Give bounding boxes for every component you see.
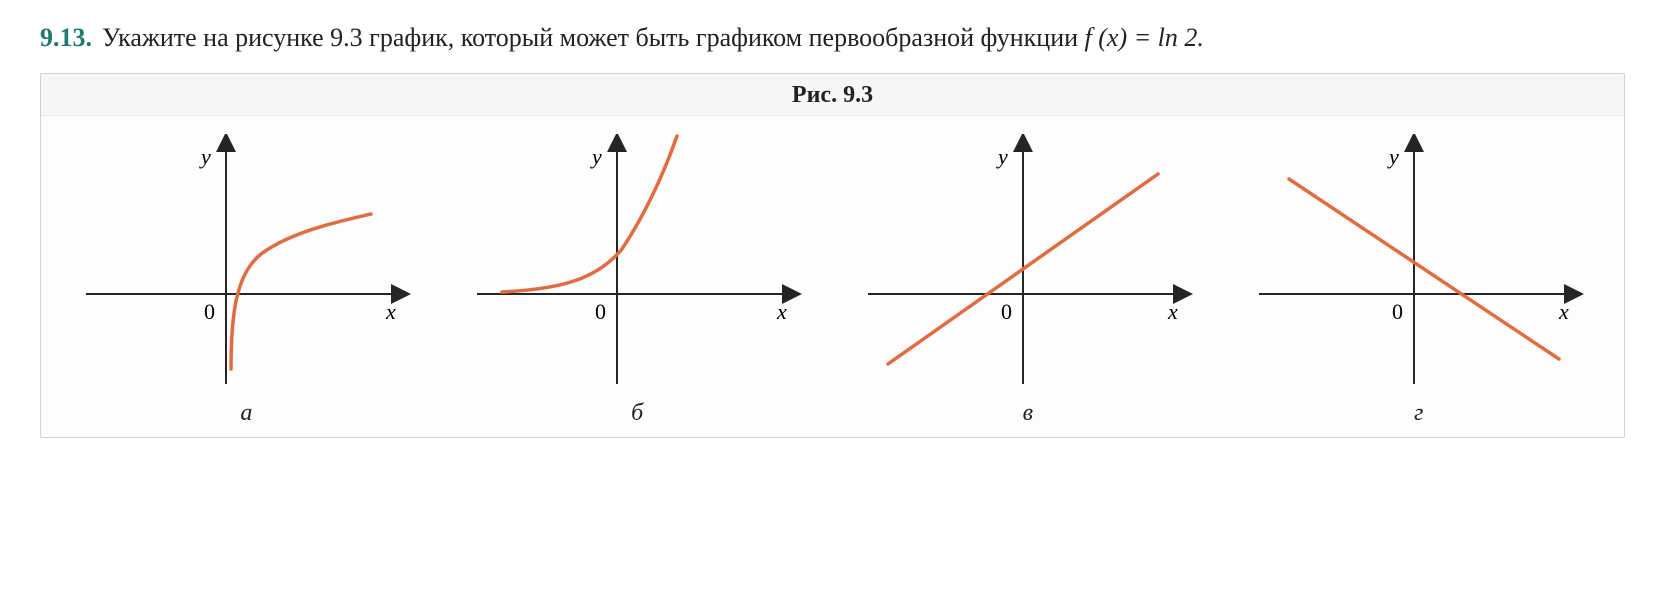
chart-v: y x 0 bbox=[858, 134, 1198, 394]
figure-title: Рис. 9.3 bbox=[41, 74, 1624, 116]
x-axis-label: x bbox=[1558, 299, 1569, 324]
origin-label: 0 bbox=[1392, 299, 1403, 324]
y-axis-label: y bbox=[1387, 144, 1399, 169]
chart-a: y x 0 bbox=[76, 134, 416, 394]
panel-g-label: г bbox=[1414, 400, 1423, 427]
x-axis-label: x bbox=[1167, 299, 1178, 324]
problem-number: 9.13. bbox=[40, 20, 92, 55]
figure-container: Рис. 9.3 y x 0 а bbox=[40, 73, 1625, 438]
y-axis-label: y bbox=[590, 144, 602, 169]
figure-panels: y x 0 а y x bbox=[41, 116, 1624, 437]
problem-text-prefix: Укажите на рисунке 9.3 график, который м… bbox=[102, 23, 1085, 52]
panel-v-label: в bbox=[1023, 400, 1033, 427]
x-axis-label: x bbox=[776, 299, 787, 324]
y-axis-label: y bbox=[199, 144, 211, 169]
chart-g: y x 0 bbox=[1249, 134, 1589, 394]
chart-b: y x 0 bbox=[467, 134, 807, 394]
problem-text: Укажите на рисунке 9.3 график, который м… bbox=[102, 20, 1625, 55]
panel-v: y x 0 в bbox=[858, 134, 1198, 427]
y-axis-label: y bbox=[996, 144, 1008, 169]
panel-g: y x 0 г bbox=[1249, 134, 1589, 427]
panel-b-label: б bbox=[631, 400, 643, 427]
origin-label: 0 bbox=[204, 299, 215, 324]
panel-a-label: а bbox=[240, 400, 252, 427]
origin-label: 0 bbox=[595, 299, 606, 324]
panel-a: y x 0 а bbox=[76, 134, 416, 427]
curve-b bbox=[502, 136, 677, 292]
origin-label: 0 bbox=[1001, 299, 1012, 324]
curve-g bbox=[1289, 179, 1559, 359]
x-axis-label: x bbox=[385, 299, 396, 324]
problem-function: f (x) = ln 2. bbox=[1085, 23, 1204, 52]
problem-statement: 9.13. Укажите на рисунке 9.3 график, кот… bbox=[40, 20, 1625, 55]
figure-title-number: 9.3 bbox=[843, 82, 873, 108]
curve-a bbox=[231, 214, 371, 369]
panel-b: y x 0 б bbox=[467, 134, 807, 427]
figure-title-prefix: Рис. bbox=[792, 82, 843, 108]
